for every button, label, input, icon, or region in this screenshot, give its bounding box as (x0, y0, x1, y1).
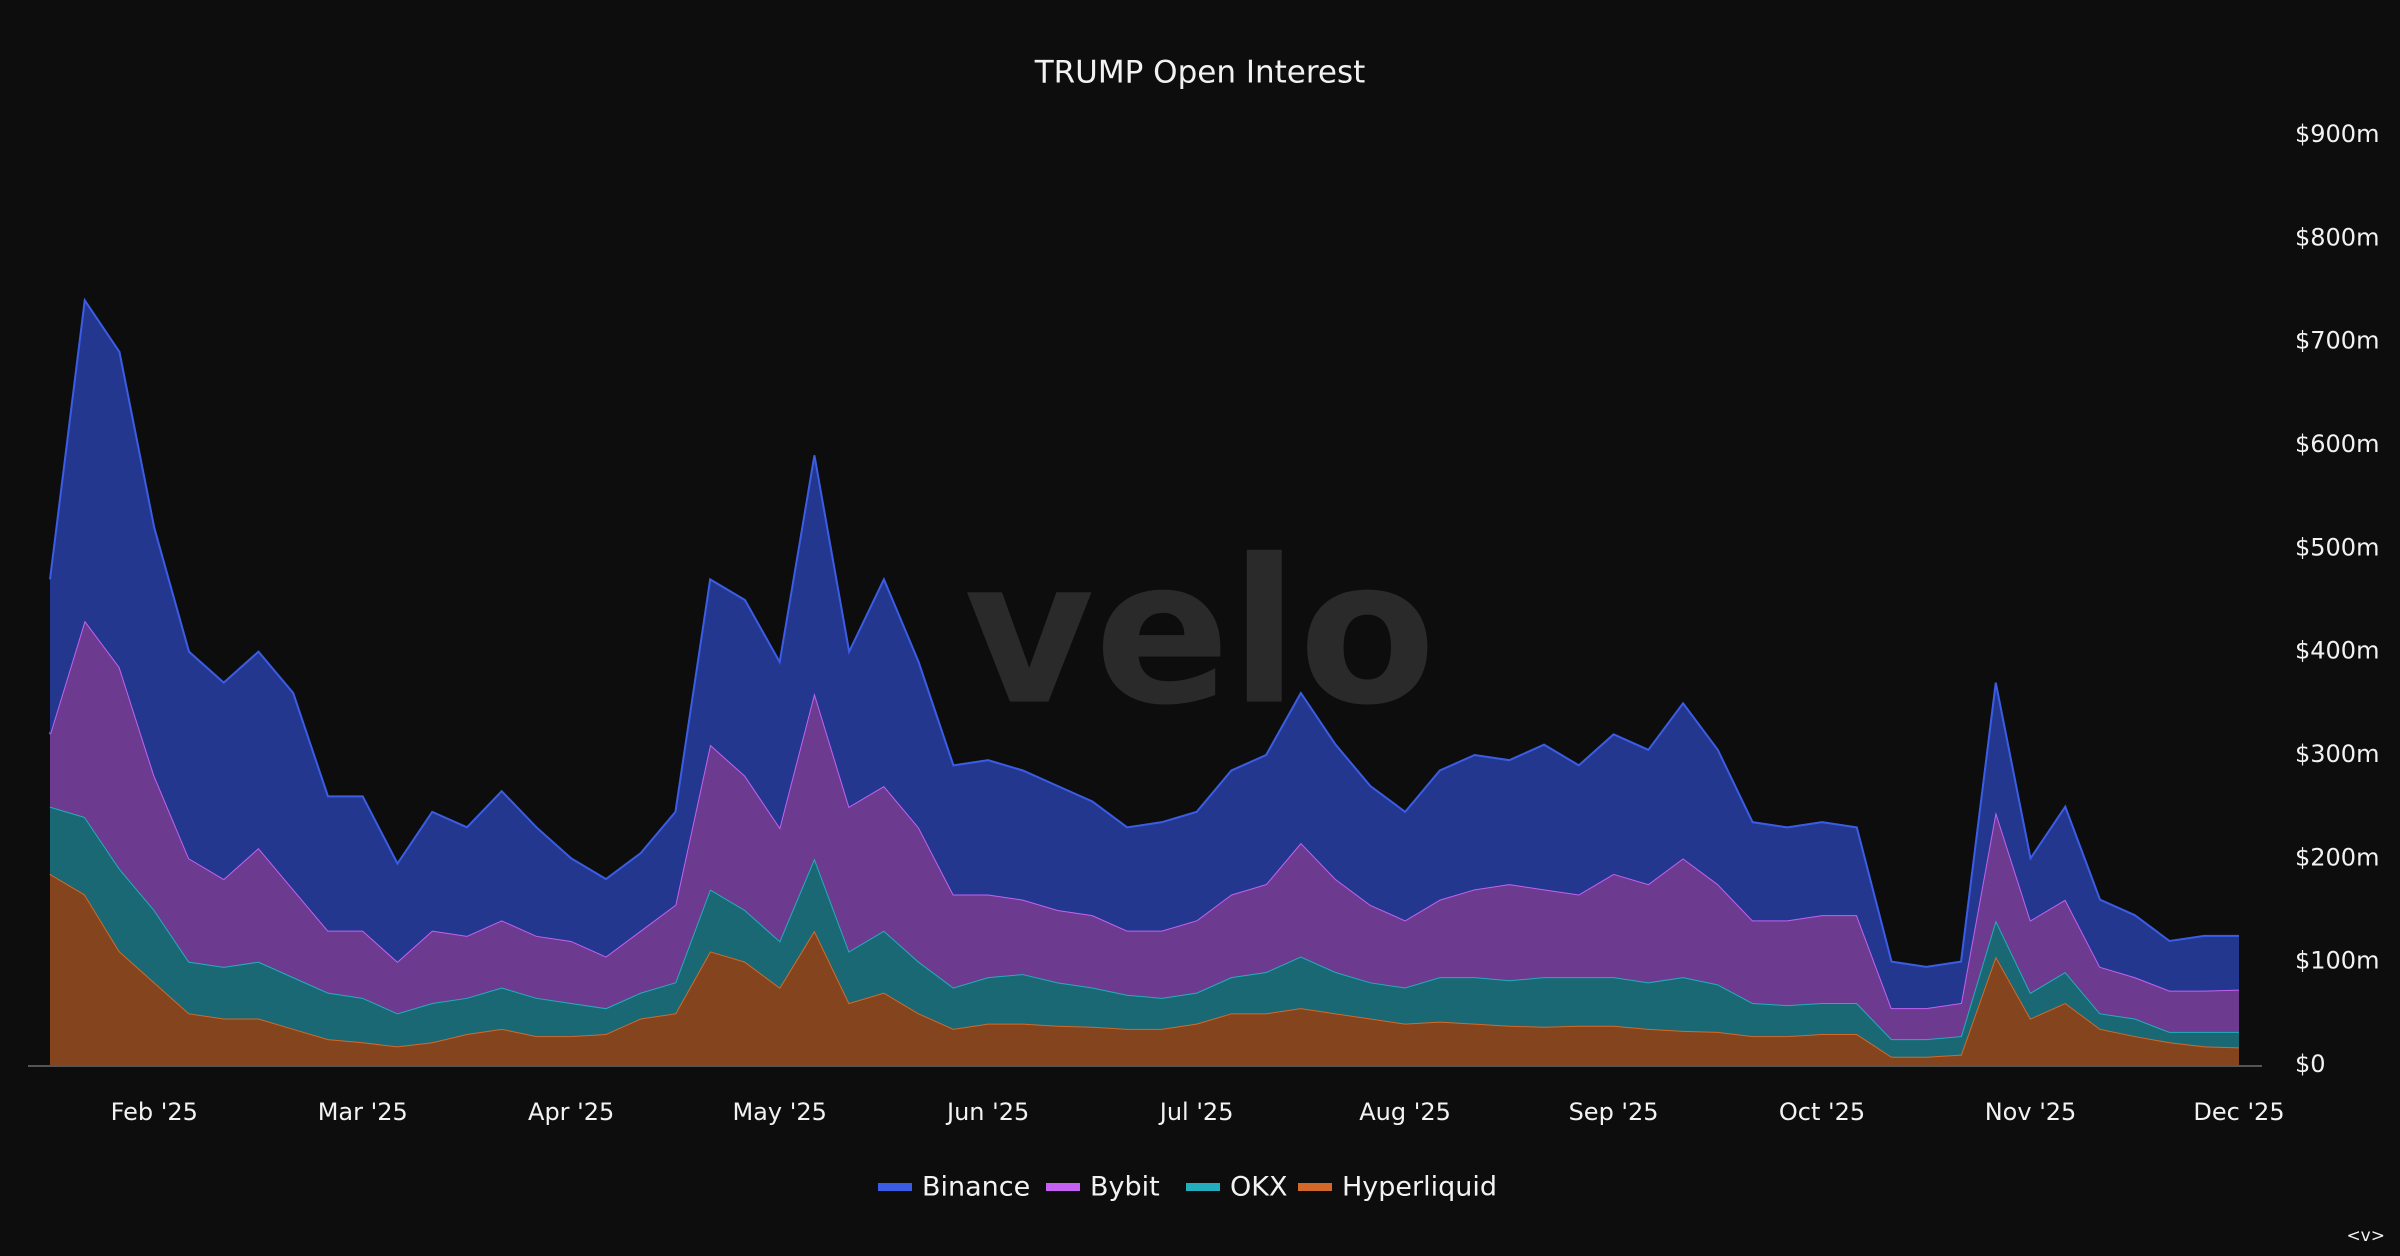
legend-label: Binance (922, 1172, 1030, 1203)
x-tick-label: Aug '25 (1359, 1098, 1451, 1126)
area (50, 873, 2239, 1065)
x-tick-label: Dec '25 (2193, 1098, 2284, 1126)
x-tick-label: May '25 (732, 1098, 826, 1126)
watermark: velo (964, 517, 1436, 750)
x-tick-label: Oct '25 (1779, 1098, 1865, 1126)
x-tick-label: Sep '25 (1569, 1098, 1659, 1126)
chart-title: TRUMP Open Interest (1034, 55, 1366, 91)
legend-label: Hyperliquid (1342, 1172, 1497, 1203)
y-tick-label: $400m (2295, 637, 2379, 665)
y-tick-label: $300m (2295, 740, 2379, 768)
area (50, 300, 2239, 1009)
area-line (49, 297, 2239, 968)
y-tick-label: $600m (2295, 430, 2379, 458)
x-tick-label: Jun '25 (945, 1098, 1029, 1126)
legend-label: OKX (1230, 1172, 1287, 1203)
legend-swatch (1046, 1183, 1080, 1191)
y-tick-label: $500m (2295, 533, 2379, 561)
legend-swatch (1298, 1183, 1332, 1191)
y-tick-label: $100m (2295, 947, 2379, 975)
y-tick-label: $900m (2295, 120, 2379, 148)
area-line (49, 618, 2240, 1010)
legend-swatch (1186, 1183, 1220, 1191)
x-tick-label: Apr '25 (528, 1098, 614, 1126)
legend-label: Bybit (1090, 1172, 1160, 1203)
x-tick-label: Mar '25 (318, 1098, 408, 1126)
area (50, 806, 2239, 1057)
x-tick-label: Feb '25 (111, 1098, 198, 1126)
corner-text: <v> (2346, 1226, 2385, 1246)
y-tick-label: $800m (2295, 223, 2379, 251)
x-tick-label: Nov '25 (1985, 1098, 2077, 1126)
x-tick-label: Jul '25 (1158, 1098, 1234, 1126)
area (50, 620, 2239, 1040)
y-tick-label: $200m (2295, 843, 2379, 871)
y-tick-label: $0 (2295, 1050, 2326, 1078)
legend-swatch (878, 1183, 912, 1191)
y-tick-label: $700m (2295, 327, 2379, 355)
